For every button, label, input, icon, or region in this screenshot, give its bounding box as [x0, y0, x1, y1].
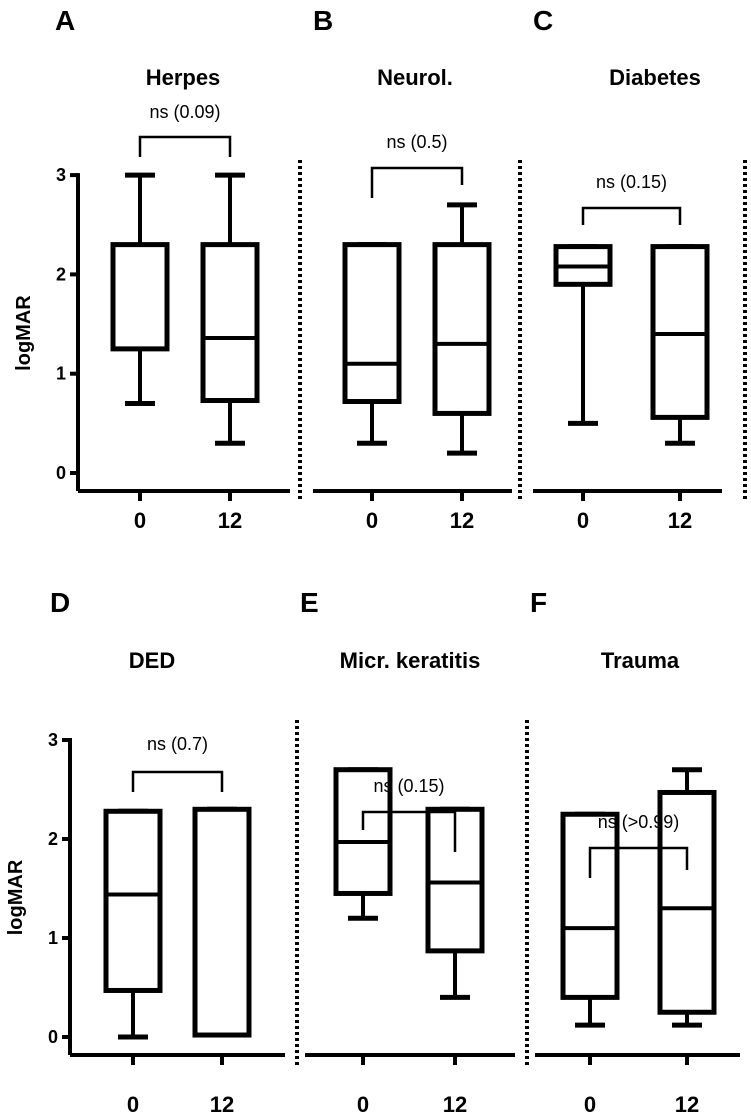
x-tick-label: 0 — [366, 508, 378, 533]
significance-label: ns (>0.99) — [598, 812, 680, 832]
significance-label: ns (0.09) — [149, 102, 220, 122]
box-iqr — [192, 806, 252, 1038]
significance-bracket — [131, 770, 224, 792]
significance-bracket — [138, 135, 232, 157]
x-tick-label: 12 — [668, 508, 692, 533]
panel-title: Trauma — [601, 648, 680, 673]
x-tick-label: 0 — [134, 508, 146, 533]
panel-title: Micr. keratitis — [340, 648, 481, 673]
y-tick-label: 2 — [48, 829, 58, 849]
panel-title: Diabetes — [609, 65, 701, 90]
panel-e: E Micr. keratitis 0 12 ns (0.15) — [300, 587, 515, 1117]
y-axis-label: logMAR — [5, 859, 27, 935]
y-tick-label: 3 — [56, 165, 66, 185]
box-iqr — [103, 808, 163, 993]
x-tick-label: 0 — [577, 508, 589, 533]
panel-title: Herpes — [146, 65, 221, 90]
significance-label: ns (0.15) — [373, 776, 444, 796]
panel-title: Neurol. — [377, 65, 453, 90]
box-iqr — [200, 242, 260, 404]
significance-bracket — [361, 810, 457, 852]
significance-bracket — [581, 206, 682, 225]
x-tick-label: 0 — [584, 1092, 596, 1117]
y-tick-label: 1 — [56, 364, 66, 384]
y-axis-label: logMAR — [13, 295, 35, 371]
x-tick-label: 12 — [218, 508, 242, 533]
x-tick-label: 0 — [357, 1092, 369, 1117]
y-tick-label: 1 — [48, 928, 58, 948]
panel-letter: C — [533, 5, 553, 36]
y-tick-label: 0 — [56, 463, 66, 483]
x-tick-label: 0 — [127, 1092, 139, 1117]
box-iqr — [110, 242, 170, 352]
x-tick-label: 12 — [450, 508, 474, 533]
panel-letter: F — [530, 587, 547, 618]
significance-label: ns (0.15) — [596, 172, 667, 192]
significance-bracket — [588, 846, 689, 878]
panel-f: F Trauma 0 12 ns (>0.99) — [530, 587, 740, 1117]
panel-letter: D — [50, 587, 70, 618]
y-tick-label: 3 — [48, 730, 58, 750]
x-tick-label: 12 — [210, 1092, 234, 1117]
box-iqr — [560, 811, 620, 1000]
significance-bracket — [370, 166, 464, 198]
panel-letter: B — [313, 5, 333, 36]
x-tick-label: 12 — [443, 1092, 467, 1117]
significance-label: ns (0.5) — [386, 132, 447, 152]
box-iqr — [342, 242, 402, 405]
panel-letter: A — [55, 5, 75, 36]
panel-title: DED — [129, 648, 175, 673]
panel-letter: E — [300, 587, 319, 618]
significance-label: ns (0.7) — [147, 734, 208, 754]
panel-b: B Neurol. 0 12 ns (0.5) — [313, 5, 512, 533]
y-tick-label: 0 — [48, 1027, 58, 1047]
box-iqr — [333, 767, 393, 896]
y-tick-label: 2 — [56, 264, 66, 284]
box-iqr — [432, 242, 492, 416]
panel-c: C Diabetes 0 12 ns (0.15) — [533, 5, 722, 533]
x-tick-label: 12 — [675, 1092, 699, 1117]
box-iqr — [657, 789, 717, 1015]
